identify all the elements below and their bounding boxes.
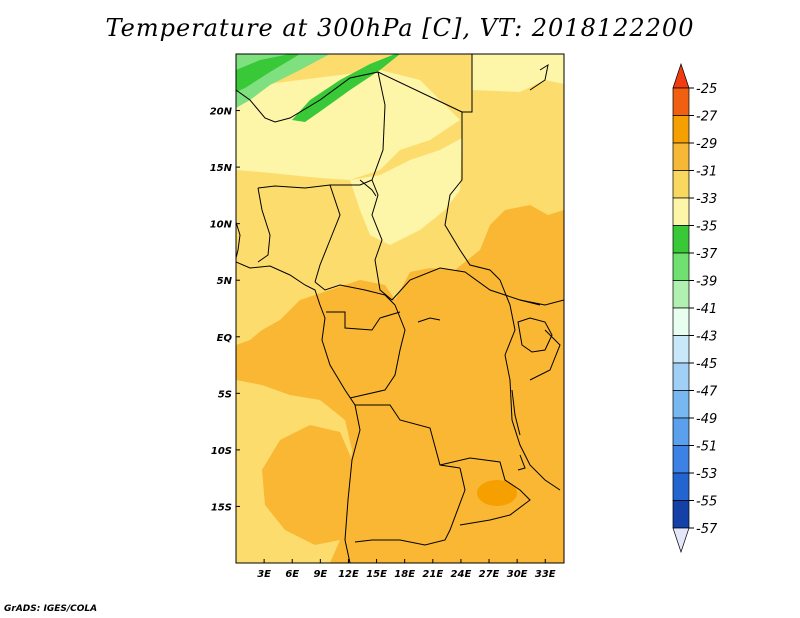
colorbar-segment	[672, 87, 690, 116]
colorbar-level-label: -57	[696, 522, 718, 537]
field-orange-sw-region	[262, 425, 352, 545]
colorbar-segment	[672, 225, 690, 254]
field-green-region	[236, 54, 400, 122]
field-dark-orange-spot	[477, 480, 517, 506]
colorbar-segment	[672, 362, 690, 391]
colorbar-segment	[672, 280, 690, 309]
x-tick-label: 24E	[451, 569, 472, 580]
colorbar-segment	[672, 142, 690, 171]
coastline	[236, 63, 549, 563]
colorbar-segment	[672, 197, 690, 226]
y-tick-label: 15S	[211, 502, 232, 513]
colorbar-bottom-arrow	[672, 527, 690, 554]
colorbar-level-label: -39	[696, 275, 717, 290]
map-title: Temperature at 300hPa [C], VT: 201812220…	[105, 14, 695, 42]
colorbar-segment	[672, 500, 690, 529]
colorbar-segment	[672, 335, 690, 364]
x-tick-label: 21E	[422, 569, 443, 580]
colorbar-segment	[672, 115, 690, 144]
colorbar-level-label: -25	[696, 82, 717, 97]
colorbar-segment	[672, 390, 690, 419]
colorbar: -25 -27 -29 -31 -33 -35 -37 -39 -41 -43 -45 -47 -49 -…	[672, 62, 718, 554]
country-borders	[236, 54, 564, 546]
x-tick-label: 33E	[535, 569, 556, 580]
colorbar-segment	[672, 472, 690, 501]
grads-credit: GrADS: IGES/COLA	[4, 604, 98, 614]
colorbar-level-label: -51	[696, 440, 717, 455]
temperature-field	[236, 54, 564, 563]
colorbar-level-label: -49	[696, 412, 717, 427]
x-tick-label: 6E	[285, 569, 299, 580]
colorbar-segment	[672, 307, 690, 336]
colorbar-level-label: -47	[696, 385, 718, 400]
colorbar-level-label: -37	[696, 247, 718, 262]
x-tick-label: 3E	[257, 569, 271, 580]
x-axis-ticks: 3E 6E 9E 12E 15E 18E 21E 24E 27E 30E 33E	[257, 559, 556, 580]
y-tick-label: 5S	[218, 389, 232, 400]
colorbar-segment	[672, 252, 690, 281]
colorbar-level-label: -33	[696, 192, 717, 207]
colorbar-level-label: -29	[696, 137, 717, 152]
colorbar-segment	[672, 170, 690, 199]
x-tick-label: 30E	[507, 569, 528, 580]
colorbar-segment	[672, 445, 690, 474]
colorbar-level-label: -35	[696, 220, 717, 235]
x-tick-label: 9E	[313, 569, 327, 580]
colorbar-level-label: -31	[696, 165, 717, 180]
y-tick-label: EQ	[217, 333, 233, 344]
y-tick-label: 5N	[217, 276, 233, 287]
x-tick-label: 27E	[479, 569, 500, 580]
x-tick-label: 12E	[338, 569, 359, 580]
y-tick-label: 15N	[210, 163, 233, 174]
map-frame	[235, 53, 565, 564]
colorbar-level-label: -55	[696, 495, 717, 510]
colorbar-segment	[672, 417, 690, 446]
colorbar-level-label: -53	[696, 467, 717, 482]
colorbar-level-label: -45	[696, 357, 717, 372]
field-pale-yellow-east-region	[350, 138, 462, 245]
y-tick-label: 20N	[210, 107, 233, 118]
colorbar-top-arrow	[672, 62, 690, 89]
colorbar-level-label: -43	[696, 330, 717, 345]
x-tick-label: 18E	[394, 569, 415, 580]
lakes	[359, 179, 553, 471]
colorbar-level-label: -41	[696, 302, 717, 317]
x-tick-label: 15E	[366, 569, 387, 580]
y-axis-ticks: 20N 15N 10N 5N EQ 5S 10S 15S	[210, 107, 240, 513]
colorbar-level-label: -27	[696, 110, 718, 125]
y-tick-label: 10N	[210, 220, 233, 231]
y-tick-label: 10S	[211, 446, 232, 457]
field-pale-yellow-region	[236, 54, 564, 180]
